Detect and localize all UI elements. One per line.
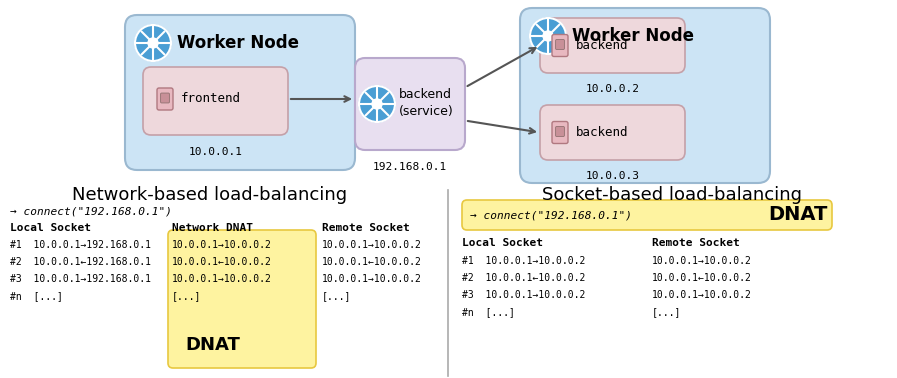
FancyBboxPatch shape — [168, 230, 316, 368]
FancyBboxPatch shape — [355, 58, 465, 150]
Text: (service): (service) — [399, 105, 454, 118]
Text: Socket-based load-balancing: Socket-based load-balancing — [542, 186, 802, 204]
Text: Remote Socket: Remote Socket — [322, 223, 410, 233]
Text: Worker Node: Worker Node — [177, 34, 299, 52]
Text: backend: backend — [576, 39, 629, 52]
Circle shape — [135, 25, 171, 61]
Text: 10.0.0.1←10.0.0.2: 10.0.0.1←10.0.0.2 — [322, 257, 422, 267]
Text: 10.0.0.1←10.0.0.2: 10.0.0.1←10.0.0.2 — [652, 273, 752, 283]
Text: #2  10.0.0.1←192.168.0.1: #2 10.0.0.1←192.168.0.1 — [10, 257, 151, 267]
Text: #n  [...]: #n [...] — [462, 307, 515, 317]
Text: → connect("192.168.0.1"): → connect("192.168.0.1") — [10, 206, 172, 216]
Text: 192.168.0.1: 192.168.0.1 — [373, 162, 447, 172]
Text: #1  10.0.0.1→10.0.0.2: #1 10.0.0.1→10.0.0.2 — [462, 256, 586, 266]
Text: #3  10.0.0.1→10.0.0.2: #3 10.0.0.1→10.0.0.2 — [462, 290, 586, 300]
Text: 10.0.0.1→10.0.0.2: 10.0.0.1→10.0.0.2 — [322, 274, 422, 284]
Text: backend: backend — [576, 126, 629, 139]
Text: Local Socket: Local Socket — [10, 223, 91, 233]
Text: #2  10.0.0.1←10.0.0.2: #2 10.0.0.1←10.0.0.2 — [462, 273, 586, 283]
FancyBboxPatch shape — [552, 34, 568, 56]
FancyBboxPatch shape — [161, 93, 170, 103]
FancyBboxPatch shape — [552, 121, 568, 144]
Text: 10.0.0.1→10.0.0.2: 10.0.0.1→10.0.0.2 — [172, 274, 272, 284]
Text: Remote Socket: Remote Socket — [652, 238, 740, 248]
Text: 10.0.0.2: 10.0.0.2 — [586, 84, 640, 94]
Text: 10.0.0.1→10.0.0.2: 10.0.0.1→10.0.0.2 — [322, 240, 422, 250]
Text: Network DNAT: Network DNAT — [172, 223, 253, 233]
Circle shape — [372, 99, 382, 109]
Text: [...]: [...] — [652, 307, 682, 317]
Text: frontend: frontend — [181, 93, 241, 105]
Text: 10.0.0.1→10.0.0.2: 10.0.0.1→10.0.0.2 — [172, 240, 272, 250]
Text: 10.0.0.1: 10.0.0.1 — [188, 147, 242, 157]
FancyBboxPatch shape — [555, 127, 564, 136]
Circle shape — [530, 18, 566, 54]
Text: DNAT: DNAT — [769, 206, 828, 225]
Text: DNAT: DNAT — [185, 336, 239, 354]
FancyBboxPatch shape — [125, 15, 355, 170]
Text: Worker Node: Worker Node — [572, 27, 694, 45]
FancyBboxPatch shape — [157, 88, 173, 110]
FancyBboxPatch shape — [520, 8, 770, 183]
Text: backend: backend — [399, 87, 452, 101]
Text: 10.0.0.1→10.0.0.2: 10.0.0.1→10.0.0.2 — [652, 256, 752, 266]
Text: 10.0.0.1→10.0.0.2: 10.0.0.1→10.0.0.2 — [652, 290, 752, 300]
Text: → connect("192.168.0.1"): → connect("192.168.0.1") — [470, 210, 632, 220]
FancyBboxPatch shape — [143, 67, 288, 135]
Text: [...]: [...] — [322, 291, 352, 301]
Text: Network-based load-balancing: Network-based load-balancing — [73, 186, 347, 204]
FancyBboxPatch shape — [540, 18, 685, 73]
Text: #n  [...]: #n [...] — [10, 291, 63, 301]
Text: [...]: [...] — [172, 291, 201, 301]
Text: #1  10.0.0.1→192.168.0.1: #1 10.0.0.1→192.168.0.1 — [10, 240, 151, 250]
Circle shape — [543, 31, 553, 41]
Text: Local Socket: Local Socket — [462, 238, 543, 248]
Circle shape — [148, 38, 158, 48]
FancyBboxPatch shape — [540, 105, 685, 160]
FancyBboxPatch shape — [462, 200, 832, 230]
FancyBboxPatch shape — [555, 40, 564, 50]
Text: #3  10.0.0.1→192.168.0.1: #3 10.0.0.1→192.168.0.1 — [10, 274, 151, 284]
Text: 10.0.0.1←10.0.0.2: 10.0.0.1←10.0.0.2 — [172, 257, 272, 267]
Text: 10.0.0.3: 10.0.0.3 — [586, 171, 640, 181]
Circle shape — [359, 86, 395, 122]
